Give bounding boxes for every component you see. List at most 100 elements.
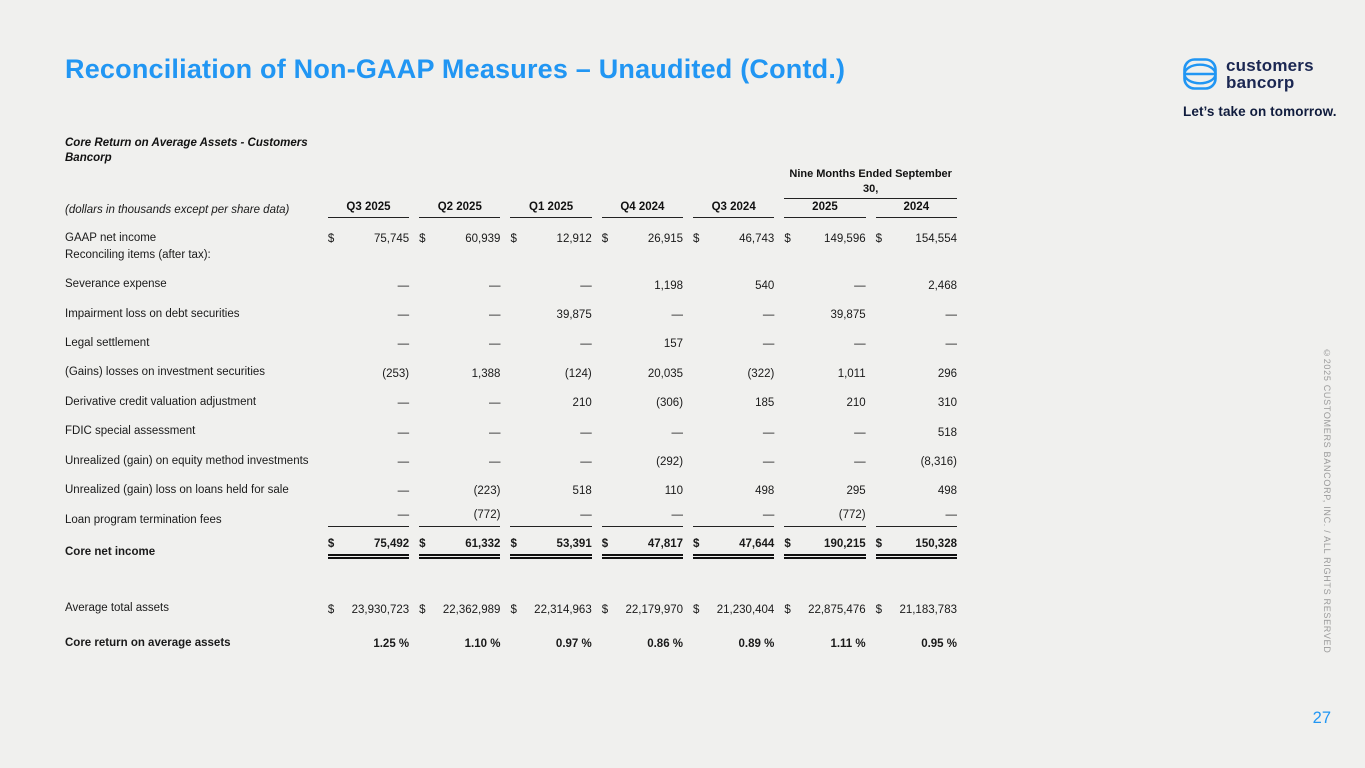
cell-value: — — [854, 279, 866, 292]
cell-value: 21,183,783 — [899, 603, 957, 616]
cell-value: 22,875,476 — [808, 603, 866, 616]
cell-value: — — [762, 426, 775, 439]
cell-value: 1.11 % — [830, 638, 866, 651]
row-label: Unrealized (gain) loss on loans held for… — [65, 483, 289, 496]
copyright-vertical-text: ©2025 CUSTOMERS BANCORP, INC. / ALL RIGH… — [1322, 348, 1332, 654]
cell-value: — — [854, 455, 866, 468]
table-row-core-net-income: Core net income $75,492 $61,332 $53,391 … — [65, 527, 957, 560]
cell-value: (223) — [473, 485, 501, 498]
column-header-ninemonths-2025: 2025 — [784, 199, 866, 218]
cell-value: — — [945, 309, 958, 322]
cell-value: — — [397, 279, 410, 292]
row-label: Severance expense — [65, 278, 167, 291]
cell-value: 210 — [846, 397, 866, 410]
cell-value: (253) — [382, 367, 410, 380]
currency-symbol: $ — [419, 232, 426, 245]
row-label: GAAP net income — [65, 231, 157, 244]
cell-value: 157 — [663, 338, 684, 351]
cell-value: — — [762, 309, 775, 322]
cell-value: — — [671, 509, 684, 522]
currency-symbol: $ — [510, 232, 517, 245]
currency-symbol: $ — [784, 538, 791, 551]
table-row-average-total-assets: Average total assets $23,930,723 $22,362… — [65, 586, 957, 615]
cell-value: 0.97 % — [555, 638, 592, 651]
brand-row: customers bancorp — [1183, 57, 1337, 91]
cell-value: 60,939 — [465, 232, 501, 245]
table-row-gaap-net-income: GAAP net income $75,745 $60,939 $12,912 … — [65, 218, 957, 245]
cell-value: 61,332 — [465, 538, 501, 551]
cell-value: — — [580, 338, 592, 351]
row-label: Unrealized (gain) on equity method inves… — [65, 454, 309, 467]
cell-value: — — [488, 397, 501, 410]
cell-value: 190,215 — [824, 538, 866, 551]
table-row-gains-losses-investment-securities: (Gains) losses on investment securities … — [65, 350, 957, 379]
cell-value: — — [488, 338, 501, 351]
cell-value: 518 — [937, 426, 957, 439]
table-row-unrealized-gain-equity-method: Unrealized (gain) on equity method inves… — [65, 439, 957, 468]
row-label: FDIC special assessment — [65, 425, 196, 438]
cell-value: 47,817 — [647, 538, 684, 551]
cell-value: 1,388 — [471, 367, 501, 380]
cell-value: 26,915 — [647, 232, 684, 245]
brand-block: customers bancorp Let’s take on tomorrow… — [1183, 57, 1337, 119]
cell-value: 22,314,963 — [534, 603, 592, 616]
customers-bancorp-logo-icon — [1183, 58, 1217, 90]
brand-name: customers bancorp — [1226, 57, 1314, 91]
row-label: Core net income — [65, 545, 156, 558]
cell-value: (772) — [838, 509, 866, 522]
currency-symbol: $ — [419, 603, 426, 616]
table-row-severance-expense: Severance expense — — — 1,198 540 — 2,46… — [65, 262, 957, 291]
cell-value: — — [397, 338, 410, 351]
cell-value: (8,316) — [920, 455, 957, 468]
currency-symbol: $ — [875, 603, 883, 616]
currency-symbol: $ — [510, 538, 517, 551]
row-label: Derivative credit valuation adjustment — [65, 395, 257, 408]
cell-value: — — [397, 509, 410, 522]
row-label: Legal settlement — [65, 337, 150, 350]
cell-value: — — [488, 279, 501, 292]
cell-value: — — [762, 338, 775, 351]
cell-value: 1.10 % — [464, 638, 501, 651]
cell-value: 110 — [664, 485, 684, 498]
table-title: Core Return on Average Assets - Customer… — [65, 137, 308, 164]
cell-value: — — [397, 455, 410, 468]
cell-value: — — [397, 309, 410, 322]
row-label: Core return on average assets — [65, 636, 231, 649]
currency-symbol: $ — [327, 232, 335, 245]
table-row-impairment-loss: Impairment loss on debt securities — — 3… — [65, 292, 957, 321]
row-label: Loan program termination fees — [65, 513, 222, 526]
cell-value: 53,391 — [556, 538, 592, 551]
reconciliation-table: Nine Months Ended September 30, (dollars… — [65, 167, 957, 650]
table-row-fdic-special-assessment: FDIC special assessment — — — — — — 518 — [65, 409, 957, 438]
currency-symbol: $ — [510, 603, 517, 616]
currency-symbol: $ — [693, 603, 700, 616]
cell-value: 518 — [572, 485, 592, 498]
cell-value: 23,930,723 — [351, 603, 410, 616]
cell-value: — — [671, 426, 684, 439]
column-header-q4-2024: Q4 2024 — [601, 199, 684, 218]
currency-symbol: $ — [601, 232, 609, 245]
cell-value: — — [580, 455, 592, 468]
cell-value: — — [397, 426, 410, 439]
cell-value: (306) — [656, 397, 684, 410]
cell-value: 47,644 — [739, 538, 775, 551]
brand-name-line1: customers — [1226, 56, 1314, 75]
row-label: Impairment loss on debt securities — [65, 307, 240, 320]
cell-value: 20,035 — [647, 367, 684, 380]
cell-value: 185 — [755, 397, 775, 410]
cell-value: — — [854, 426, 866, 439]
nine-months-group-header: Nine Months Ended September 30, — [784, 167, 957, 199]
cell-value: 1,011 — [837, 367, 866, 380]
table-group-header-row: Nine Months Ended September 30, — [65, 167, 957, 199]
currency-symbol: $ — [327, 603, 335, 616]
cell-value: 540 — [755, 279, 775, 292]
cell-value: 39,875 — [556, 309, 592, 322]
cell-value: — — [488, 309, 501, 322]
cell-value: 210 — [572, 397, 592, 410]
cell-value: (322) — [747, 367, 775, 380]
table-row-unrealized-gain-loss-loans-hfs: Unrealized (gain) loss on loans held for… — [65, 468, 957, 497]
cell-value: — — [488, 455, 501, 468]
page-number: 27 — [1312, 709, 1331, 727]
cell-value: — — [854, 338, 866, 351]
currency-symbol: $ — [784, 232, 791, 245]
